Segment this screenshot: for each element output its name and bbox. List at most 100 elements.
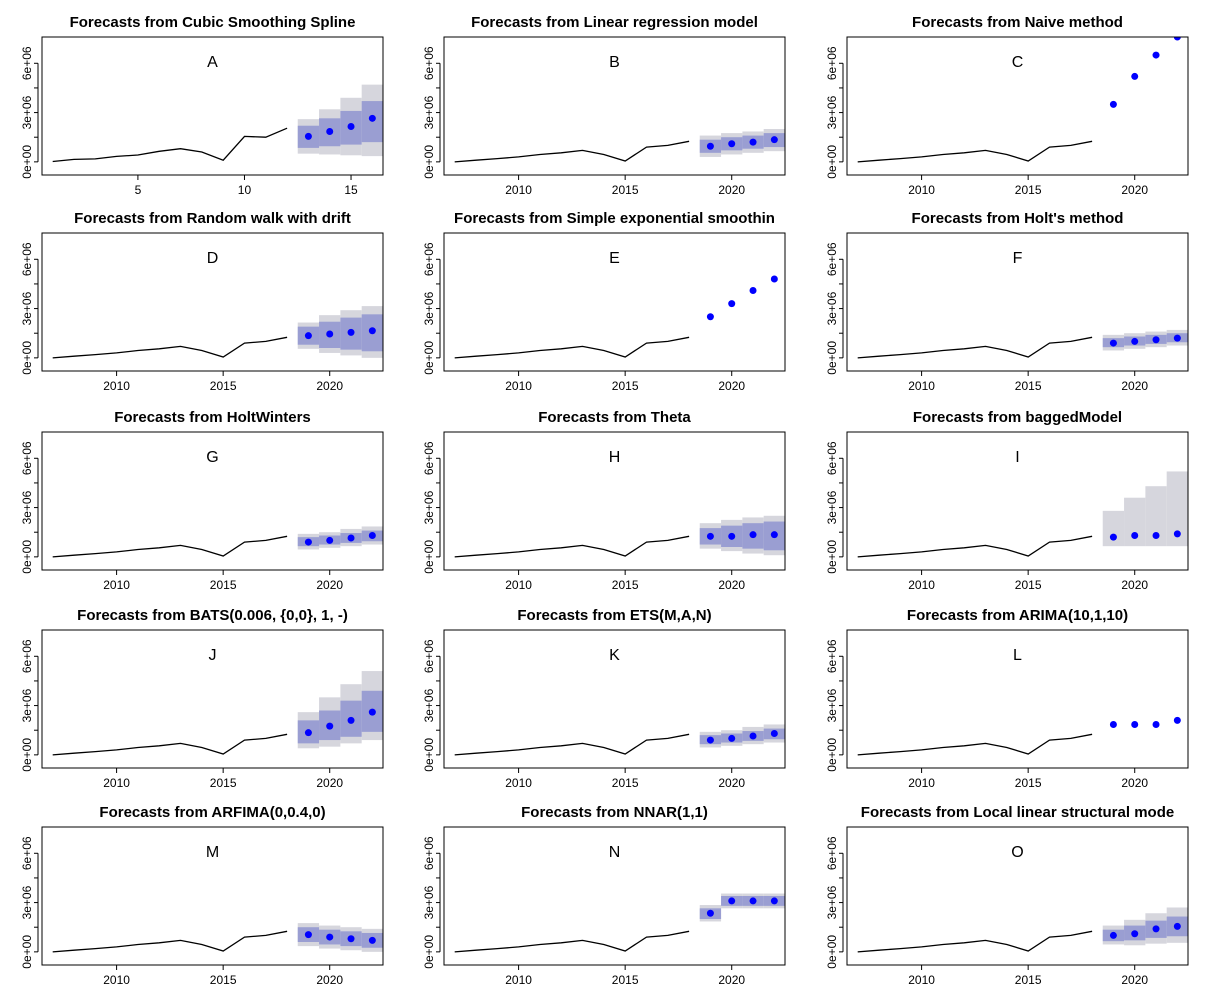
- plot-frame: [41, 826, 384, 966]
- y-tick-label: 3e+06: [825, 885, 839, 919]
- forecast-point: [749, 138, 757, 146]
- x-tick-label: 2015: [1015, 776, 1042, 790]
- x-axis: 5 10 15: [135, 175, 358, 197]
- y-tick-label: 0e+00: [422, 341, 436, 375]
- forecast-point: [304, 332, 312, 340]
- panel-title: Forecasts from Simple exponential smooth…: [454, 210, 775, 227]
- x-tick-label: 2020: [1121, 379, 1148, 393]
- forecast-point: [1152, 51, 1160, 59]
- y-tick-label: 6e+06: [20, 441, 34, 475]
- y-tick-label: 3e+06: [422, 95, 436, 129]
- forecast-point: [770, 531, 778, 539]
- y-axis: 0e+00 3e+06 6e+06: [422, 46, 441, 179]
- forecast-point: [326, 933, 334, 941]
- history-line: [52, 733, 288, 756]
- plot-frame: [41, 629, 384, 769]
- forecast-point: [347, 328, 355, 336]
- forecast-point: [1109, 100, 1117, 108]
- forecast-point: [347, 716, 355, 724]
- x-tick-label: 2010: [103, 973, 130, 987]
- forecast-point: [728, 532, 736, 540]
- y-tick-label: 3e+06: [422, 291, 436, 325]
- x-axis: 2010 2015 2020: [103, 371, 343, 393]
- forecast-point: [1131, 337, 1139, 345]
- y-tick-label: 6e+06: [20, 639, 34, 673]
- y-tick-label: 3e+06: [825, 291, 839, 325]
- panel-label: N: [609, 844, 621, 861]
- plot-area: [52, 306, 383, 359]
- forecast-point: [326, 722, 334, 730]
- y-tick-label: 0e+00: [825, 145, 839, 179]
- forecast-point: [304, 931, 312, 939]
- y-tick-label: 6e+06: [422, 836, 436, 870]
- panel-title: Forecasts from ETS(M,A,N): [517, 607, 711, 624]
- forecast-point: [706, 142, 714, 150]
- forecast-point: [1173, 37, 1181, 41]
- plot-frame: [443, 36, 786, 176]
- x-tick-label: 2010: [908, 379, 935, 393]
- forecast-point: [347, 123, 355, 131]
- forecast-point: [728, 734, 736, 742]
- panel-title: Forecasts from baggedModel: [913, 409, 1122, 426]
- history-line: [454, 733, 690, 756]
- x-tick-label: 15: [344, 183, 358, 197]
- forecast-point: [1173, 716, 1181, 724]
- x-tick-label: 2015: [1015, 973, 1042, 987]
- y-tick-label: 6e+06: [825, 242, 839, 276]
- y-axis: 0e+00 3e+06 6e+06: [825, 836, 844, 969]
- x-axis: 2010 2015 2020: [908, 965, 1148, 987]
- forecast-point: [706, 736, 714, 744]
- y-axis: 0e+00 3e+06 6e+06: [825, 441, 844, 574]
- x-tick-label: 2015: [1015, 578, 1042, 592]
- plot-area: [454, 893, 785, 953]
- panel-title: Forecasts from BATS(0.006, {0,0}, 1, -): [77, 607, 348, 624]
- panel-label: K: [609, 647, 620, 664]
- panel-label: L: [1013, 647, 1022, 664]
- plot-frame: [846, 36, 1189, 176]
- panel-label: D: [207, 250, 219, 267]
- history-line: [52, 535, 288, 558]
- x-tick-label: 2015: [210, 776, 237, 790]
- forecast-point: [1152, 925, 1160, 933]
- x-axis: 2010 2015 2020: [103, 570, 343, 592]
- y-tick-label: 6e+06: [825, 639, 839, 673]
- forecast-point: [368, 936, 376, 944]
- x-axis: 2010 2015 2020: [908, 570, 1148, 592]
- x-tick-label: 2015: [612, 183, 639, 197]
- panel-g: 0e+00 3e+06 6e+06 2010 2015 2020 Forecasts fro…: [20, 409, 384, 592]
- panel-title: Forecasts from Holt's method: [912, 210, 1124, 227]
- forecast-point: [706, 532, 714, 540]
- plot-frame: [41, 431, 384, 571]
- panel-label: O: [1011, 844, 1023, 861]
- x-tick-label: 2020: [316, 973, 343, 987]
- x-tick-label: 2015: [612, 776, 639, 790]
- y-tick-label: 6e+06: [422, 639, 436, 673]
- x-tick-label: 2010: [908, 776, 935, 790]
- y-tick-label: 6e+06: [825, 836, 839, 870]
- history-line: [454, 930, 690, 953]
- y-tick-label: 0e+00: [422, 145, 436, 179]
- forecast-point: [326, 127, 334, 135]
- y-tick-label: 0e+00: [20, 145, 34, 179]
- panel-m: 0e+00 3e+06 6e+06 2010 2015 2020 Forecasts fro…: [20, 804, 384, 987]
- plot-frame: [41, 232, 384, 372]
- history-line: [454, 336, 690, 359]
- y-tick-label: 3e+06: [422, 688, 436, 722]
- plot-frame: [443, 826, 786, 966]
- forecast-point: [326, 330, 334, 338]
- y-tick-label: 6e+06: [422, 242, 436, 276]
- x-tick-label: 2020: [316, 379, 343, 393]
- panel-label: E: [609, 250, 620, 267]
- x-tick-label: 2010: [103, 578, 130, 592]
- forecast-point: [1109, 931, 1117, 939]
- forecast-point: [706, 313, 714, 321]
- forecast-point: [1173, 334, 1181, 342]
- forecast-point: [304, 729, 312, 737]
- forecast-point: [770, 897, 778, 905]
- forecast-point: [749, 732, 757, 740]
- panel-title: Forecasts from NNAR(1,1): [521, 804, 708, 821]
- plot-area: [52, 671, 383, 756]
- history-line: [454, 140, 690, 163]
- plot-frame: [41, 36, 384, 176]
